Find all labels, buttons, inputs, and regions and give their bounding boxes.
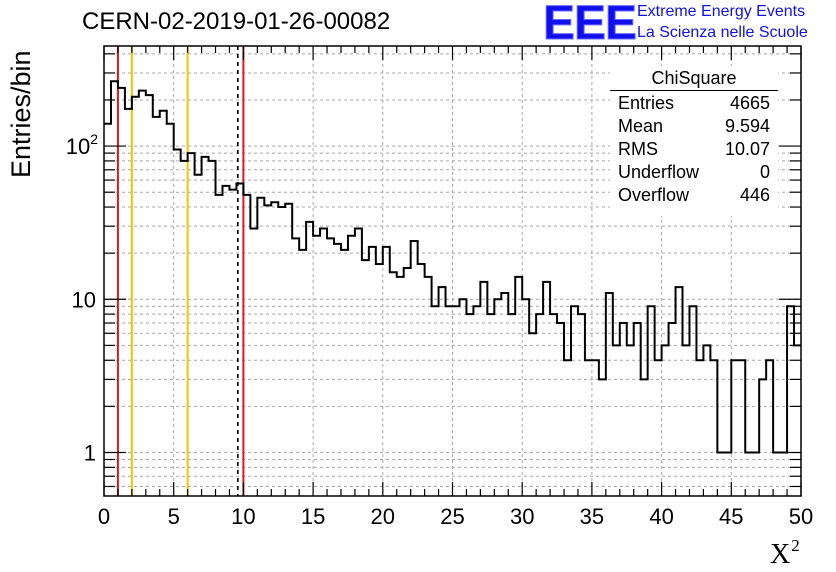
stats-key: Underflow — [618, 162, 700, 182]
histogram-series — [104, 80, 801, 454]
x-tick-label: 20 — [371, 504, 395, 529]
stats-box: ChiSquare Entries 4665 Mean 9.594 RMS 10… — [610, 66, 778, 216]
x-tick-label: 15 — [301, 504, 325, 529]
x-tick-label: 10 — [231, 504, 255, 529]
x-tick-label: 0 — [98, 504, 110, 529]
y-tick-label: 10 — [72, 287, 96, 312]
stats-row-underflow: Underflow 0 — [618, 162, 770, 184]
stats-value: 10.07 — [724, 139, 770, 159]
stats-key: Mean — [618, 116, 664, 136]
tick-labels: 0 5 10 15 20 25 30 35 40 45 50 1 10 102 — [66, 131, 814, 529]
stats-key: Entries — [618, 93, 675, 113]
x-tick-label: 40 — [649, 504, 673, 529]
logo-text-line1: Extreme Energy Events — [637, 3, 806, 20]
stats-value: 446 — [739, 185, 770, 205]
stats-key: Overflow — [618, 185, 690, 205]
stats-value: 0 — [759, 162, 770, 182]
reference-lines — [116, 46, 245, 496]
stats-title: ChiSquare — [651, 68, 737, 88]
y-tick-label: 102 — [66, 131, 98, 159]
stats-row-entries: Entries 4665 — [618, 93, 770, 115]
x-tick-label: 30 — [510, 504, 534, 529]
logo-text-line2: La Scienza nelle Scuole — [637, 24, 808, 41]
y-axis-label: Entries/bin — [6, 50, 36, 178]
x-tick-label: 50 — [789, 504, 813, 529]
chart-title: CERN-02-2019-01-26-00082 — [82, 8, 391, 35]
eee-logo: EEE — [542, 0, 637, 50]
stats-key: RMS — [618, 139, 658, 159]
stats-value: 4665 — [729, 93, 770, 113]
x-tick-label: 45 — [719, 504, 743, 529]
stats-row-mean: Mean 9.594 — [618, 116, 770, 138]
x-tick-label: 25 — [440, 504, 464, 529]
histogram-outline — [104, 80, 801, 454]
y-tick-label: 1 — [84, 440, 96, 465]
axes — [103, 45, 802, 497]
stats-value: 9.594 — [724, 116, 770, 136]
stats-divider — [610, 90, 778, 91]
stats-row-rms: RMS 10.07 — [618, 139, 770, 161]
x-tick-label: 5 — [168, 504, 180, 529]
stats-row-overflow: Overflow 446 — [618, 185, 770, 207]
x-tick-label: 35 — [580, 504, 604, 529]
x-axis-label: X2 — [770, 536, 800, 570]
